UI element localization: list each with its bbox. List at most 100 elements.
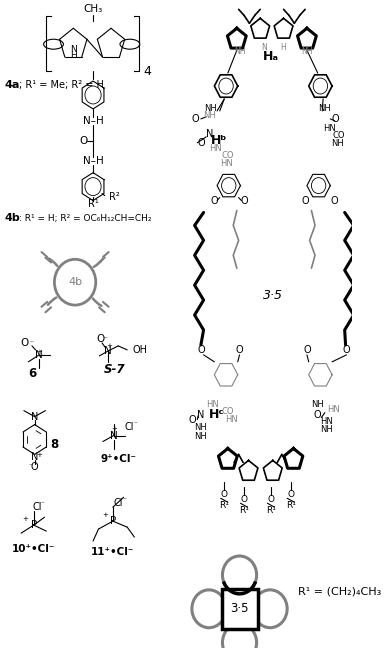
Text: Hₐ: Hₐ bbox=[263, 50, 279, 63]
Text: ⁻: ⁻ bbox=[28, 461, 32, 470]
Text: O: O bbox=[79, 136, 87, 146]
Text: O: O bbox=[301, 195, 309, 206]
Text: NH: NH bbox=[204, 104, 217, 114]
Text: S-7: S-7 bbox=[104, 363, 125, 376]
Text: HN: HN bbox=[225, 415, 238, 424]
Text: : R¹ = H; R² = OC₆H₁₂CH=CH₂: : R¹ = H; R² = OC₆H₁₂CH=CH₂ bbox=[20, 214, 152, 223]
Text: ⁻: ⁻ bbox=[29, 338, 33, 347]
Text: O: O bbox=[197, 138, 205, 148]
Text: R¹: R¹ bbox=[266, 506, 276, 515]
Text: ⁻: ⁻ bbox=[41, 500, 45, 509]
Text: HN: HN bbox=[206, 400, 219, 409]
Text: 10⁺•Cl⁻: 10⁺•Cl⁻ bbox=[12, 544, 55, 554]
Text: O: O bbox=[236, 345, 243, 355]
Text: O: O bbox=[96, 334, 105, 344]
Text: N: N bbox=[206, 129, 214, 139]
Text: ⁻: ⁻ bbox=[104, 334, 108, 343]
Bar bbox=[222, 589, 257, 629]
Text: Hᵇ: Hᵇ bbox=[211, 134, 227, 147]
Text: O: O bbox=[198, 345, 206, 355]
Text: NH: NH bbox=[331, 140, 344, 148]
Text: Cl: Cl bbox=[113, 498, 123, 508]
Circle shape bbox=[253, 590, 287, 628]
Text: R¹: R¹ bbox=[88, 199, 98, 208]
Text: 4: 4 bbox=[144, 65, 151, 78]
Text: NH: NH bbox=[195, 423, 207, 432]
Text: 9⁺•Cl⁻: 9⁺•Cl⁻ bbox=[100, 454, 136, 465]
Text: N: N bbox=[261, 43, 267, 52]
Text: R¹ = (CH₂)₄CH₃: R¹ = (CH₂)₄CH₃ bbox=[298, 587, 381, 597]
Text: NH: NH bbox=[235, 47, 246, 56]
Text: O: O bbox=[31, 462, 39, 472]
Text: 3·5: 3·5 bbox=[230, 602, 249, 615]
Circle shape bbox=[222, 556, 257, 594]
Text: H: H bbox=[70, 51, 77, 60]
Text: O: O bbox=[268, 495, 275, 504]
Text: CO: CO bbox=[332, 131, 345, 140]
Text: +: + bbox=[23, 516, 28, 522]
Text: +: + bbox=[102, 512, 108, 518]
Text: NH: NH bbox=[301, 47, 313, 56]
Text: +: + bbox=[111, 426, 117, 432]
Text: +: + bbox=[36, 349, 42, 355]
Text: P: P bbox=[31, 520, 37, 530]
Circle shape bbox=[55, 260, 96, 305]
Text: N: N bbox=[105, 346, 112, 356]
Text: HN: HN bbox=[320, 417, 333, 426]
Text: 4a: 4a bbox=[4, 80, 20, 90]
Text: R¹: R¹ bbox=[219, 501, 229, 509]
Text: O: O bbox=[303, 345, 311, 355]
Text: P: P bbox=[110, 516, 116, 526]
Text: H: H bbox=[281, 43, 286, 52]
Text: ⁻: ⁻ bbox=[122, 496, 126, 505]
Text: N: N bbox=[31, 452, 38, 463]
Text: ; R¹ = Me; R² = H: ; R¹ = Me; R² = H bbox=[20, 80, 104, 90]
Text: NH: NH bbox=[195, 432, 207, 441]
Text: O: O bbox=[332, 114, 340, 124]
Text: Hᶜ: Hᶜ bbox=[209, 408, 225, 421]
Text: R¹: R¹ bbox=[239, 506, 249, 515]
Text: Cl: Cl bbox=[33, 502, 42, 512]
Text: O: O bbox=[191, 114, 199, 124]
Circle shape bbox=[192, 590, 226, 628]
Text: O: O bbox=[343, 345, 350, 355]
Text: NH: NH bbox=[319, 104, 331, 114]
Text: HN: HN bbox=[328, 405, 340, 414]
Text: O: O bbox=[241, 495, 248, 504]
Text: R¹: R¹ bbox=[286, 501, 296, 509]
Text: N: N bbox=[197, 410, 205, 420]
Text: O: O bbox=[189, 415, 197, 424]
Text: HN: HN bbox=[220, 159, 232, 168]
Text: 6: 6 bbox=[28, 367, 36, 380]
Text: Cl: Cl bbox=[124, 422, 134, 432]
Text: HN: HN bbox=[209, 144, 222, 153]
Text: 8: 8 bbox=[50, 438, 58, 451]
Text: 4b: 4b bbox=[4, 214, 20, 223]
Text: ⁻: ⁻ bbox=[133, 419, 137, 428]
Text: O: O bbox=[21, 338, 29, 348]
Circle shape bbox=[222, 624, 257, 649]
Text: O: O bbox=[211, 195, 218, 206]
Text: 11⁺•Cl⁻: 11⁺•Cl⁻ bbox=[91, 547, 135, 557]
Text: O: O bbox=[287, 490, 294, 499]
Text: NH: NH bbox=[320, 425, 333, 434]
Text: N: N bbox=[31, 411, 38, 422]
Text: CH₃: CH₃ bbox=[83, 5, 103, 14]
Text: O: O bbox=[314, 410, 321, 420]
Text: N: N bbox=[35, 350, 43, 360]
Text: 3·5: 3·5 bbox=[263, 289, 283, 302]
Text: N: N bbox=[70, 45, 77, 54]
Text: OH: OH bbox=[133, 345, 147, 355]
Text: HN: HN bbox=[323, 125, 336, 133]
Text: +: + bbox=[106, 343, 112, 349]
Text: CO: CO bbox=[222, 407, 234, 416]
Text: O: O bbox=[221, 490, 228, 499]
Text: NH: NH bbox=[311, 400, 324, 409]
Text: N–H: N–H bbox=[83, 116, 103, 126]
Text: +: + bbox=[36, 452, 42, 458]
Text: N–H: N–H bbox=[83, 156, 103, 165]
Text: O: O bbox=[330, 195, 338, 206]
Text: CO: CO bbox=[222, 151, 234, 160]
Text: N: N bbox=[110, 430, 118, 441]
Text: O: O bbox=[240, 195, 248, 206]
